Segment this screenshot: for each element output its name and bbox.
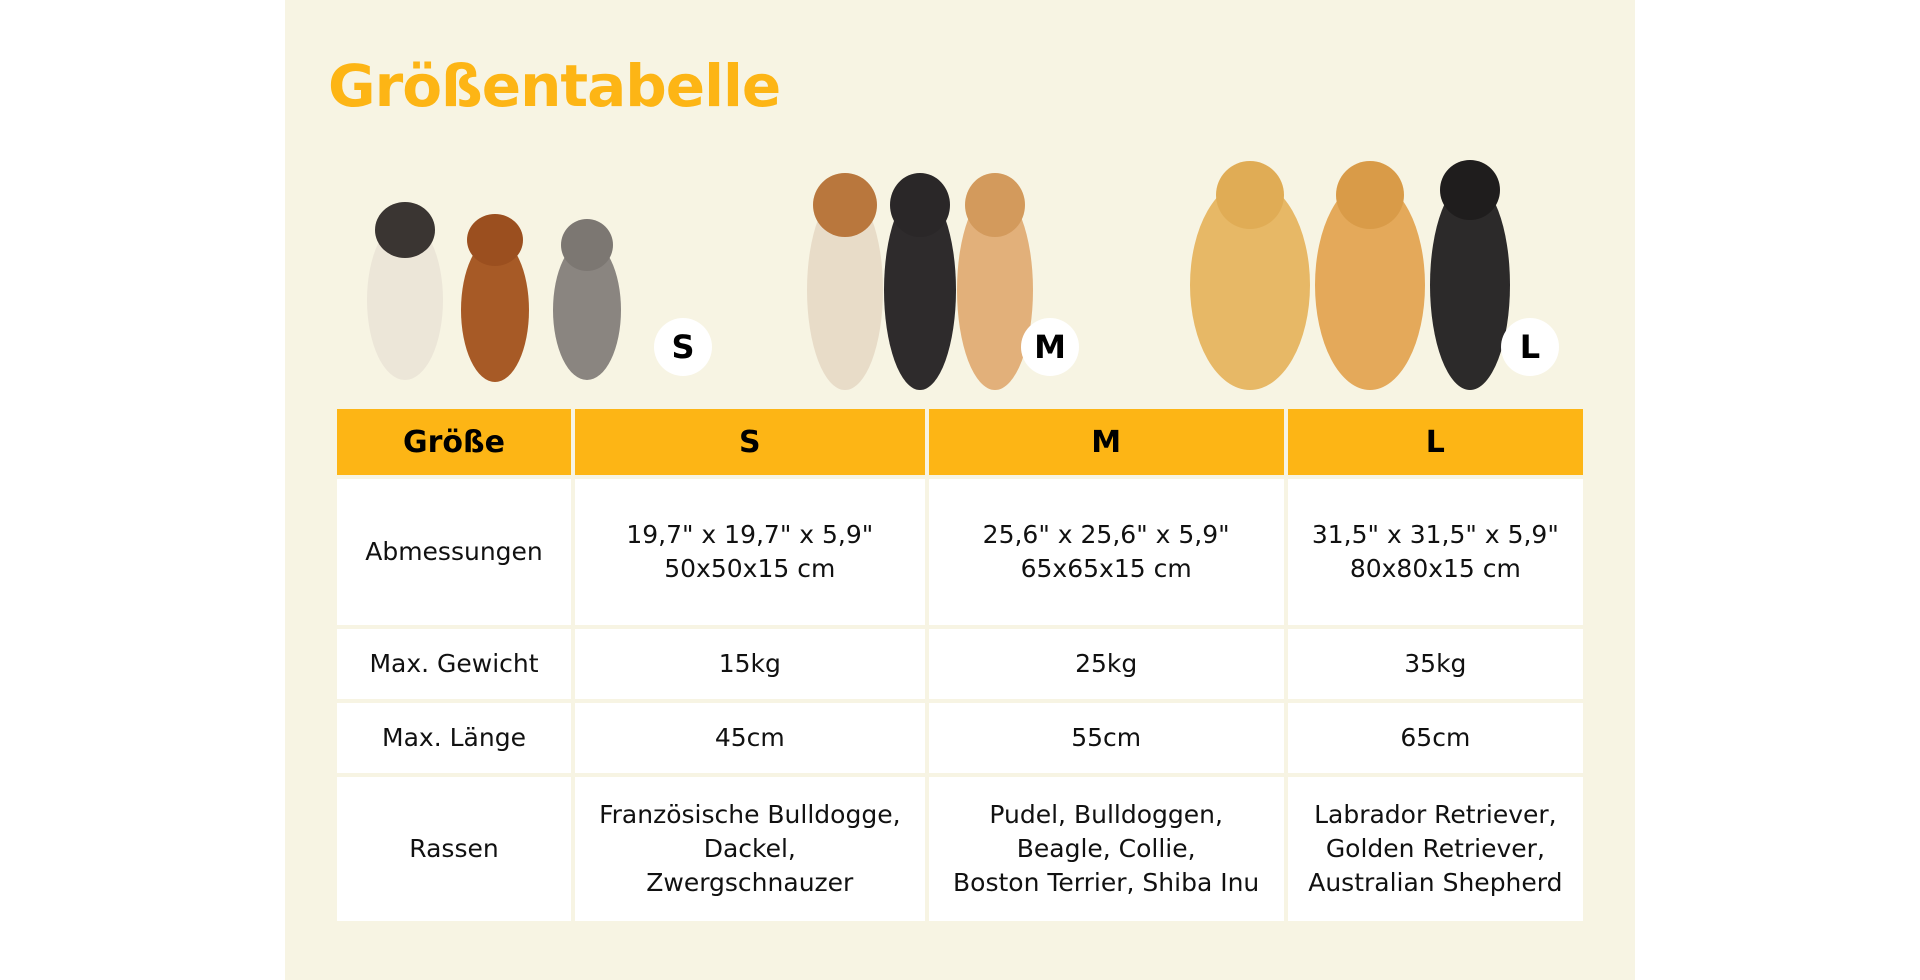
table-row: Max. Gewicht 15kg 25kg 35kg (337, 629, 1583, 699)
table-cell: 25,6" x 25,6" x 5,9" 65x65x15 cm (928, 479, 1284, 625)
cell-line: 45cm (714, 723, 785, 752)
header-m: M (928, 409, 1284, 475)
cell-line: 65cm (1400, 723, 1471, 752)
table-cell: Labrador Retriever, Golden Retriever, Aust… (1287, 777, 1583, 921)
header-l: L (1287, 409, 1583, 475)
table-cell: 45cm (575, 703, 925, 773)
cell-line: 25,6" x 25,6" x 5,9" (982, 520, 1230, 549)
cell-line: 50x50x15 cm (664, 554, 836, 583)
size-badge-s: S (654, 318, 712, 376)
row-label: Abmessungen (337, 479, 571, 625)
table-cell: 25kg (928, 629, 1284, 699)
cell-line: Französische Bulldogge, (599, 800, 901, 829)
cell-line: Boston Terrier, Shiba Inu (953, 868, 1260, 897)
cell-line: 80x80x15 cm (1349, 554, 1521, 583)
table-cell: 19,7" x 19,7" x 5,9" 50x50x15 cm (575, 479, 925, 625)
medium-dogs-image (807, 173, 1033, 390)
row-label: Max. Gewicht (337, 629, 571, 699)
header-s: S (575, 409, 925, 475)
size-table: Größe S M L Abmessungen 19,7" x 19,7" x 5… (333, 405, 1587, 925)
cell-line: Labrador Retriever, (1314, 800, 1557, 829)
cell-line: Dackel, (703, 834, 796, 863)
table-cell: 65cm (1287, 703, 1583, 773)
table-header-row: Größe S M L (337, 409, 1583, 475)
cell-line: 55cm (1071, 723, 1142, 752)
cell-line: 15kg (718, 649, 781, 678)
table-cell: 35kg (1287, 629, 1583, 699)
table-cell: Pudel, Bulldoggen, Beagle, Collie, Boston … (928, 777, 1284, 921)
cell-line: Pudel, Bulldoggen, (989, 800, 1223, 829)
table-row: Abmessungen 19,7" x 19,7" x 5,9" 50x50x15 … (337, 479, 1583, 625)
cell-line: Australian Shepherd (1308, 868, 1563, 897)
table-row: Rassen Französische Bulldogge, Dackel, Zwer… (337, 777, 1583, 921)
table-cell: 31,5" x 31,5" x 5,9" 80x80x15 cm (1287, 479, 1583, 625)
table-row: Max. Länge 45cm 55cm 65cm (337, 703, 1583, 773)
cell-line: Beagle, Collie, (1016, 834, 1196, 863)
cell-line: 19,7" x 19,7" x 5,9" (626, 520, 874, 549)
cell-line: 35kg (1404, 649, 1467, 678)
cell-line: 31,5" x 31,5" x 5,9" (1311, 520, 1559, 549)
table-cell: Französische Bulldogge, Dackel, Zwergschna… (575, 777, 925, 921)
cell-line: Golden Retriever, (1325, 834, 1545, 863)
dogs-image (367, 160, 1510, 390)
size-badge-l: L (1501, 318, 1559, 376)
row-label: Rassen (337, 777, 571, 921)
page-title: Größentabelle (328, 52, 781, 120)
size-badge-m: M (1021, 318, 1079, 376)
cell-line: 65x65x15 cm (1020, 554, 1192, 583)
small-dogs-image (367, 202, 621, 382)
cell-line: Zwergschnauzer (646, 868, 854, 897)
cell-line: 25kg (1075, 649, 1138, 678)
large-dogs-image (1190, 160, 1510, 390)
row-label: Max. Länge (337, 703, 571, 773)
table-cell: 15kg (575, 629, 925, 699)
table-cell: 55cm (928, 703, 1284, 773)
header-size: Größe (337, 409, 571, 475)
